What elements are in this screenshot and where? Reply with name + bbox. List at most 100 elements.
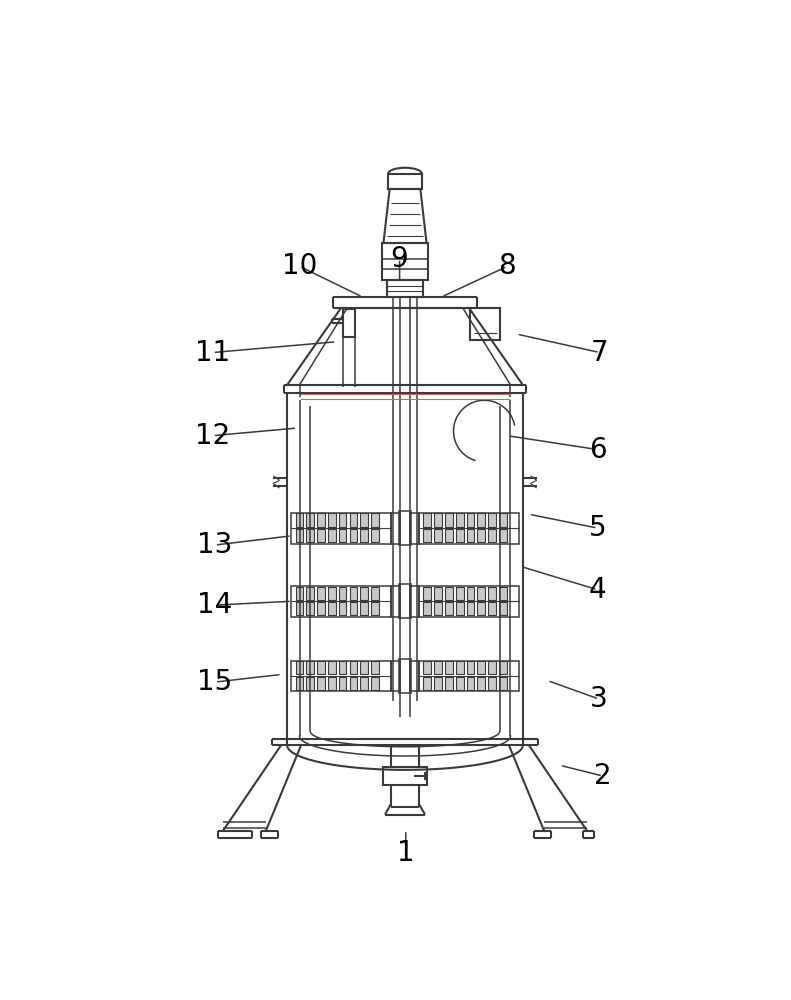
Bar bbox=[371, 602, 379, 615]
Bar bbox=[467, 602, 475, 615]
Bar bbox=[339, 587, 346, 600]
Bar bbox=[361, 587, 368, 600]
Bar bbox=[434, 677, 442, 690]
Bar bbox=[478, 661, 485, 674]
Bar bbox=[478, 587, 485, 600]
Bar bbox=[350, 677, 358, 690]
Bar bbox=[467, 529, 475, 542]
Bar bbox=[371, 661, 379, 674]
Bar bbox=[467, 513, 475, 527]
Bar bbox=[467, 677, 475, 690]
Bar bbox=[328, 661, 335, 674]
Bar bbox=[423, 513, 431, 527]
Bar bbox=[350, 602, 358, 615]
Bar bbox=[471, 308, 500, 340]
Bar bbox=[478, 677, 485, 690]
Bar bbox=[434, 602, 442, 615]
Bar bbox=[328, 529, 335, 542]
Bar bbox=[317, 513, 325, 527]
Bar bbox=[467, 587, 475, 600]
Bar bbox=[423, 587, 431, 600]
Bar bbox=[328, 602, 335, 615]
Bar bbox=[445, 513, 452, 527]
Bar bbox=[371, 529, 379, 542]
Bar bbox=[445, 587, 452, 600]
Bar bbox=[350, 587, 358, 600]
Bar bbox=[423, 661, 431, 674]
Bar bbox=[306, 661, 314, 674]
Bar bbox=[467, 661, 475, 674]
Bar bbox=[291, 513, 391, 544]
Bar bbox=[317, 587, 325, 600]
Bar bbox=[399, 511, 411, 545]
Bar bbox=[296, 661, 304, 674]
Text: 4: 4 bbox=[589, 576, 607, 604]
Bar bbox=[456, 587, 464, 600]
Text: 3: 3 bbox=[590, 685, 608, 713]
Bar bbox=[434, 661, 442, 674]
Bar bbox=[296, 587, 304, 600]
Text: 1: 1 bbox=[397, 839, 414, 867]
Bar bbox=[296, 677, 304, 690]
Bar bbox=[499, 529, 507, 542]
Bar bbox=[423, 677, 431, 690]
Bar bbox=[399, 659, 411, 693]
Bar bbox=[296, 513, 304, 527]
Bar bbox=[306, 677, 314, 690]
Bar bbox=[339, 661, 346, 674]
Bar bbox=[339, 602, 346, 615]
Text: 13: 13 bbox=[197, 531, 233, 559]
Text: 15: 15 bbox=[197, 668, 233, 696]
Text: 10: 10 bbox=[282, 252, 317, 280]
Bar bbox=[371, 513, 379, 527]
Bar bbox=[499, 587, 507, 600]
Bar bbox=[306, 513, 314, 527]
Bar bbox=[371, 587, 379, 600]
Bar bbox=[445, 529, 452, 542]
Bar bbox=[296, 602, 304, 615]
Bar bbox=[328, 677, 335, 690]
Text: 9: 9 bbox=[391, 245, 408, 273]
Bar bbox=[478, 602, 485, 615]
Bar bbox=[456, 513, 464, 527]
Bar bbox=[499, 677, 507, 690]
Bar bbox=[328, 513, 335, 527]
Bar bbox=[391, 586, 419, 617]
Text: 2: 2 bbox=[594, 762, 611, 790]
Bar bbox=[391, 661, 419, 691]
Bar bbox=[445, 677, 452, 690]
Bar bbox=[387, 280, 423, 297]
Bar bbox=[488, 661, 496, 674]
Bar bbox=[350, 529, 358, 542]
Bar bbox=[382, 243, 428, 280]
Bar bbox=[296, 529, 304, 542]
Text: 12: 12 bbox=[195, 422, 230, 450]
Bar bbox=[328, 587, 335, 600]
Bar bbox=[434, 513, 442, 527]
Bar bbox=[339, 529, 346, 542]
Bar bbox=[361, 602, 368, 615]
Bar bbox=[339, 513, 346, 527]
Text: 11: 11 bbox=[195, 339, 230, 367]
Bar bbox=[434, 529, 442, 542]
Bar bbox=[488, 587, 496, 600]
Bar bbox=[423, 602, 431, 615]
Text: 6: 6 bbox=[589, 436, 607, 464]
Bar bbox=[419, 586, 519, 617]
Bar bbox=[361, 661, 368, 674]
Bar bbox=[488, 677, 496, 690]
Bar bbox=[423, 529, 431, 542]
Text: 7: 7 bbox=[591, 339, 608, 367]
Bar bbox=[371, 677, 379, 690]
Bar bbox=[499, 602, 507, 615]
Bar bbox=[361, 677, 368, 690]
Text: 14: 14 bbox=[197, 591, 233, 619]
Bar bbox=[306, 529, 314, 542]
Bar bbox=[419, 661, 519, 691]
Text: 5: 5 bbox=[589, 514, 607, 542]
Bar bbox=[317, 602, 325, 615]
Bar bbox=[456, 677, 464, 690]
Bar bbox=[361, 513, 368, 527]
Bar bbox=[445, 661, 452, 674]
Bar bbox=[478, 513, 485, 527]
